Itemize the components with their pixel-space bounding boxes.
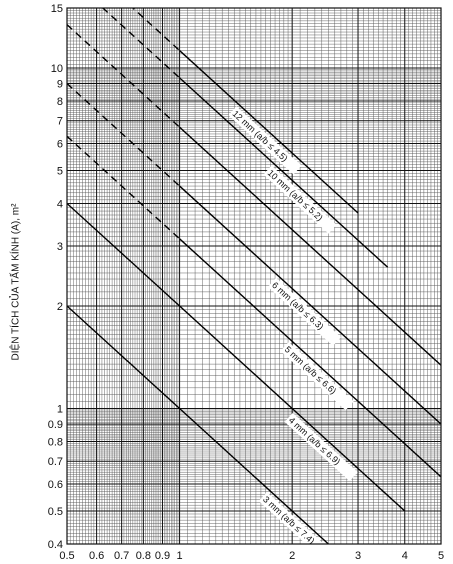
series-label-group-4: 6 mm (a/b ≤ 6.3)	[267, 277, 342, 347]
series-label-bg	[267, 277, 342, 347]
series-label-bg	[280, 342, 354, 411]
series-dashed-segment	[67, 135, 181, 240]
series-line-6	[67, 202, 406, 512]
y-tick-label: 0.6	[48, 479, 63, 491]
series-line-1	[131, 8, 359, 214]
y-tick-label: 9	[57, 79, 63, 91]
series-dashed-segment	[131, 8, 181, 52]
series-line-7	[67, 305, 329, 544]
series-label-bg	[258, 492, 333, 561]
series-dashed-segment	[101, 8, 181, 79]
series-line-2	[101, 8, 389, 268]
series-solid-segment	[67, 202, 406, 512]
series-dashed-segment	[67, 24, 181, 128]
series-label-bg	[263, 165, 337, 234]
series-label-bg	[228, 106, 302, 175]
y-tick-label: 0.7	[48, 456, 63, 468]
y-tick-label: 8	[57, 96, 63, 108]
x-tick-label: 0.7	[114, 550, 129, 562]
series-label-group-5: 5 mm (a/b ≤ 6.6)	[280, 342, 354, 411]
series-label-bg	[284, 413, 358, 482]
y-tick-label: 2	[57, 301, 63, 313]
x-tick-label: 5	[438, 550, 444, 562]
x-tick-label: 2	[289, 550, 295, 562]
plot-frame	[66, 7, 442, 545]
y-tick-label: 0.5	[48, 506, 63, 518]
series-solid-segment	[67, 305, 329, 544]
y-tick-label: 3	[57, 241, 63, 253]
series-label-2: 10 mm (a/b ≤ 5.2)	[266, 168, 325, 223]
series-solid-segment	[179, 50, 359, 214]
y-axis-ticks: 0.4 0.5 0.6 0.7 0.8 0.9 1 2 3 4 5 6 7 8 9 10 15	[48, 3, 63, 551]
y-tick-label: 10	[51, 63, 63, 75]
y-tick-label: 0.8	[48, 436, 63, 448]
y-tick-label: 15	[51, 3, 63, 15]
x-tick-label: 4	[402, 550, 408, 562]
chart-series-group	[67, 8, 441, 544]
y-tick-label: 6	[57, 139, 63, 151]
x-tick-label: 0.5	[59, 550, 74, 562]
x-axis-ticks: 0.5 0.6 0.7 0.8 0.9 1 2 3 4 5	[59, 550, 444, 562]
x-tick-label: 0.8	[136, 550, 151, 562]
x-tick-label: 1	[177, 550, 183, 562]
y-tick-label: 0.4	[48, 539, 63, 551]
x-tick-label: 3	[355, 550, 361, 562]
series-label-5: 5 mm (a/b ≤ 6.6)	[283, 344, 339, 396]
series-solid-segment	[179, 238, 441, 478]
y-tick-label: 1	[57, 403, 63, 415]
series-line-3	[67, 24, 441, 366]
series-solid-segment	[179, 77, 389, 268]
x-tick-label: 0.9	[155, 550, 170, 562]
y-axis-label: DIỆN TÍCH CỦA TẤM KÍNH (A), m²	[10, 203, 22, 361]
series-line-4	[67, 83, 441, 425]
y-tick-label: 4	[57, 198, 63, 210]
y-tick-label: 0.9	[48, 419, 63, 431]
series-solid-segment	[179, 126, 441, 366]
series-solid-segment	[179, 185, 441, 425]
y-tick-label: 5	[57, 165, 63, 177]
series-dashed-segment	[67, 83, 181, 187]
series-line-5	[67, 135, 441, 478]
chart-grid	[66, 7, 442, 545]
x-tick-label: 0.6	[89, 550, 104, 562]
series-labels-group: 12 mm (a/b ≤ 4.5)10 mm (a/b ≤ 5.2)6 mm (…	[228, 106, 358, 561]
y-tick-label: 7	[57, 116, 63, 128]
